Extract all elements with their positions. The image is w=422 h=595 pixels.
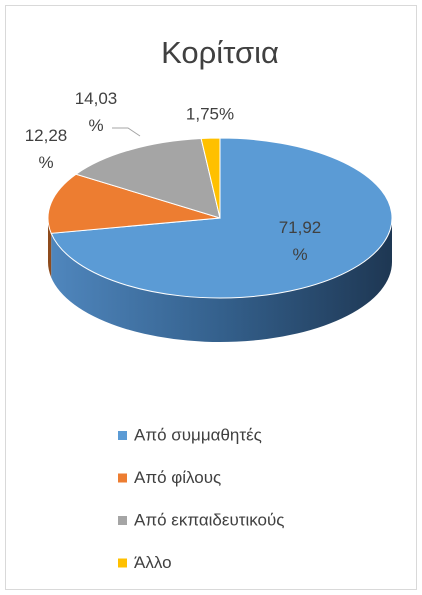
- legend-label: Από φίλους: [134, 468, 221, 487]
- legend-label: Από εκπαιδευτικούς: [134, 510, 285, 529]
- data-label: 14,03%: [75, 89, 118, 135]
- data-label-line: 12,28: [25, 126, 68, 145]
- legend-marker: [118, 516, 127, 525]
- leader-line: [112, 127, 141, 137]
- legend-marker: [118, 473, 127, 483]
- data-label: 12,28%: [25, 126, 68, 172]
- legend-marker: [118, 558, 127, 568]
- legend-marker: [118, 431, 127, 440]
- data-label-line: %: [88, 116, 103, 135]
- data-label: 1,75%: [186, 104, 234, 123]
- slice-side: [51, 218, 392, 342]
- data-label-line: %: [292, 245, 307, 264]
- slice-side: [48, 218, 52, 278]
- slice: [50, 137, 393, 299]
- data-label-line: %: [38, 153, 53, 172]
- data-label-line: 71,92: [279, 218, 322, 237]
- slice: [74, 137, 221, 219]
- slice: [200, 137, 221, 219]
- legend-label: Από συμμαθητές: [134, 425, 262, 444]
- slice: [47, 173, 221, 234]
- data-label: 71,92%: [279, 218, 322, 264]
- chart-title: Κορίτσια: [161, 35, 279, 70]
- data-label-line: 14,03: [75, 89, 118, 108]
- legend-label: Άλλο: [134, 553, 172, 572]
